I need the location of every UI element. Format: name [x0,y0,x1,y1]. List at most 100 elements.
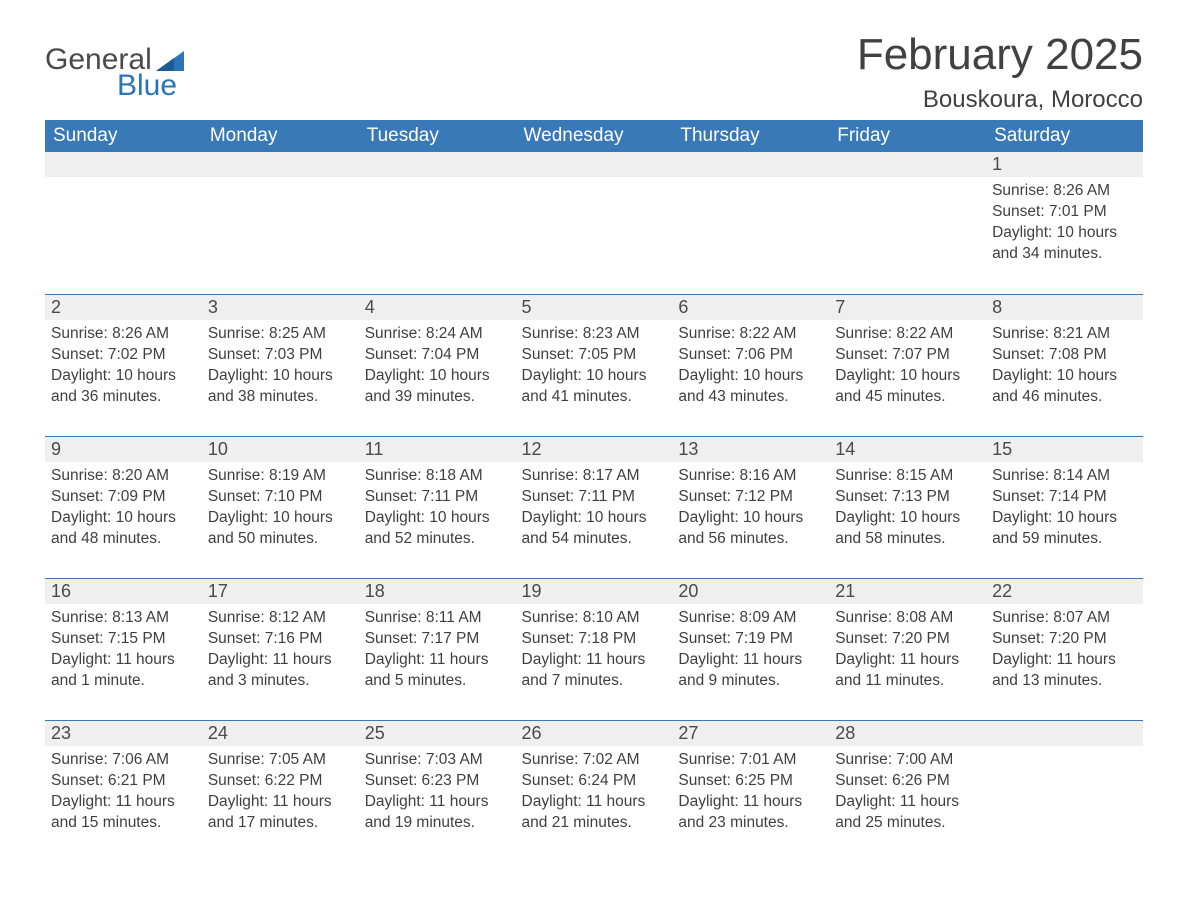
daylight-text: Daylight: 11 hours and 21 minutes. [522,792,667,834]
calendar-day-cell: 25Sunrise: 7:03 AMSunset: 6:23 PMDayligh… [359,720,516,862]
calendar-day-cell [672,152,829,294]
day-number: 17 [202,578,359,604]
day-number: 19 [516,578,673,604]
sunset-text: Sunset: 7:11 PM [522,487,667,508]
daylight-text: Daylight: 10 hours and 56 minutes. [678,508,823,550]
calendar-day-cell: 26Sunrise: 7:02 AMSunset: 6:24 PMDayligh… [516,720,673,862]
month-title: February 2025 [857,30,1143,80]
weekday-header: Saturday [986,120,1143,152]
day-number: 4 [359,294,516,320]
calendar-day-cell [45,152,202,294]
daylight-text: Daylight: 10 hours and 45 minutes. [835,366,980,408]
sunset-text: Sunset: 7:11 PM [365,487,510,508]
day-details: Sunrise: 8:26 AMSunset: 7:02 PMDaylight:… [45,320,202,414]
daylight-text: Daylight: 10 hours and 59 minutes. [992,508,1137,550]
sunrise-text: Sunrise: 8:26 AM [992,181,1137,202]
sunset-text: Sunset: 6:25 PM [678,771,823,792]
calendar-day-cell: 1Sunrise: 8:26 AMSunset: 7:01 PMDaylight… [986,152,1143,294]
day-number: 12 [516,436,673,462]
calendar-day-cell: 21Sunrise: 8:08 AMSunset: 7:20 PMDayligh… [829,578,986,720]
day-number: 11 [359,436,516,462]
calendar-header-row: SundayMondayTuesdayWednesdayThursdayFrid… [45,120,1143,152]
calendar-day-cell: 7Sunrise: 8:22 AMSunset: 7:07 PMDaylight… [829,294,986,436]
empty-day [829,152,986,177]
calendar-day-cell: 22Sunrise: 8:07 AMSunset: 7:20 PMDayligh… [986,578,1143,720]
calendar-day-cell: 4Sunrise: 8:24 AMSunset: 7:04 PMDaylight… [359,294,516,436]
daylight-text: Daylight: 10 hours and 34 minutes. [992,223,1137,265]
sunset-text: Sunset: 7:09 PM [51,487,196,508]
daylight-text: Daylight: 11 hours and 17 minutes. [208,792,353,834]
calendar-day-cell: 28Sunrise: 7:00 AMSunset: 6:26 PMDayligh… [829,720,986,862]
day-number: 8 [986,294,1143,320]
day-number: 9 [45,436,202,462]
sunset-text: Sunset: 7:04 PM [365,345,510,366]
daylight-text: Daylight: 10 hours and 43 minutes. [678,366,823,408]
day-details: Sunrise: 7:02 AMSunset: 6:24 PMDaylight:… [516,746,673,840]
daylight-text: Daylight: 11 hours and 3 minutes. [208,650,353,692]
sunrise-text: Sunrise: 7:02 AM [522,750,667,771]
day-details: Sunrise: 8:24 AMSunset: 7:04 PMDaylight:… [359,320,516,414]
daylight-text: Daylight: 10 hours and 46 minutes. [992,366,1137,408]
calendar-day-cell: 12Sunrise: 8:17 AMSunset: 7:11 PMDayligh… [516,436,673,578]
day-details: Sunrise: 8:13 AMSunset: 7:15 PMDaylight:… [45,604,202,698]
calendar-table: SundayMondayTuesdayWednesdayThursdayFrid… [45,120,1143,862]
calendar-week-row: 23Sunrise: 7:06 AMSunset: 6:21 PMDayligh… [45,720,1143,862]
daylight-text: Daylight: 11 hours and 9 minutes. [678,650,823,692]
sunset-text: Sunset: 6:21 PM [51,771,196,792]
calendar-day-cell: 17Sunrise: 8:12 AMSunset: 7:16 PMDayligh… [202,578,359,720]
calendar-day-cell [516,152,673,294]
empty-day [202,152,359,177]
calendar-week-row: 16Sunrise: 8:13 AMSunset: 7:15 PMDayligh… [45,578,1143,720]
empty-day [986,720,1143,746]
sunrise-text: Sunrise: 7:00 AM [835,750,980,771]
calendar-day-cell [359,152,516,294]
calendar-day-cell [202,152,359,294]
calendar-day-cell: 11Sunrise: 8:18 AMSunset: 7:11 PMDayligh… [359,436,516,578]
day-details: Sunrise: 8:23 AMSunset: 7:05 PMDaylight:… [516,320,673,414]
sunrise-text: Sunrise: 8:21 AM [992,324,1137,345]
sunset-text: Sunset: 7:10 PM [208,487,353,508]
sunrise-text: Sunrise: 8:20 AM [51,466,196,487]
calendar-week-row: 2Sunrise: 8:26 AMSunset: 7:02 PMDaylight… [45,294,1143,436]
calendar-day-cell: 20Sunrise: 8:09 AMSunset: 7:19 PMDayligh… [672,578,829,720]
calendar-day-cell [986,720,1143,862]
sunrise-text: Sunrise: 8:22 AM [678,324,823,345]
calendar-day-cell: 6Sunrise: 8:22 AMSunset: 7:06 PMDaylight… [672,294,829,436]
day-number: 24 [202,720,359,746]
daylight-text: Daylight: 11 hours and 11 minutes. [835,650,980,692]
sunset-text: Sunset: 6:23 PM [365,771,510,792]
sunrise-text: Sunrise: 7:06 AM [51,750,196,771]
sunset-text: Sunset: 7:18 PM [522,629,667,650]
empty-day [672,152,829,177]
sunrise-text: Sunrise: 8:22 AM [835,324,980,345]
empty-day [45,152,202,177]
sunrise-text: Sunrise: 8:12 AM [208,608,353,629]
sunrise-text: Sunrise: 8:25 AM [208,324,353,345]
sunrise-text: Sunrise: 8:08 AM [835,608,980,629]
sunrise-text: Sunrise: 8:19 AM [208,466,353,487]
sunset-text: Sunset: 7:07 PM [835,345,980,366]
calendar-day-cell: 5Sunrise: 8:23 AMSunset: 7:05 PMDaylight… [516,294,673,436]
daylight-text: Daylight: 10 hours and 50 minutes. [208,508,353,550]
sunrise-text: Sunrise: 8:14 AM [992,466,1137,487]
day-details: Sunrise: 8:07 AMSunset: 7:20 PMDaylight:… [986,604,1143,698]
sunset-text: Sunset: 7:20 PM [992,629,1137,650]
daylight-text: Daylight: 11 hours and 23 minutes. [678,792,823,834]
brand-text-blue: Blue [117,71,184,101]
day-number: 15 [986,436,1143,462]
daylight-text: Daylight: 10 hours and 58 minutes. [835,508,980,550]
sunset-text: Sunset: 6:24 PM [522,771,667,792]
calendar-day-cell: 24Sunrise: 7:05 AMSunset: 6:22 PMDayligh… [202,720,359,862]
day-number: 13 [672,436,829,462]
weekday-header: Friday [829,120,986,152]
location-text: Bouskoura, Morocco [857,86,1143,114]
daylight-text: Daylight: 11 hours and 13 minutes. [992,650,1137,692]
day-details: Sunrise: 8:12 AMSunset: 7:16 PMDaylight:… [202,604,359,698]
day-number: 26 [516,720,673,746]
sunset-text: Sunset: 7:02 PM [51,345,196,366]
day-details: Sunrise: 8:14 AMSunset: 7:14 PMDaylight:… [986,462,1143,556]
day-details: Sunrise: 8:15 AMSunset: 7:13 PMDaylight:… [829,462,986,556]
sunset-text: Sunset: 7:14 PM [992,487,1137,508]
day-details: Sunrise: 7:03 AMSunset: 6:23 PMDaylight:… [359,746,516,840]
sunrise-text: Sunrise: 7:03 AM [365,750,510,771]
